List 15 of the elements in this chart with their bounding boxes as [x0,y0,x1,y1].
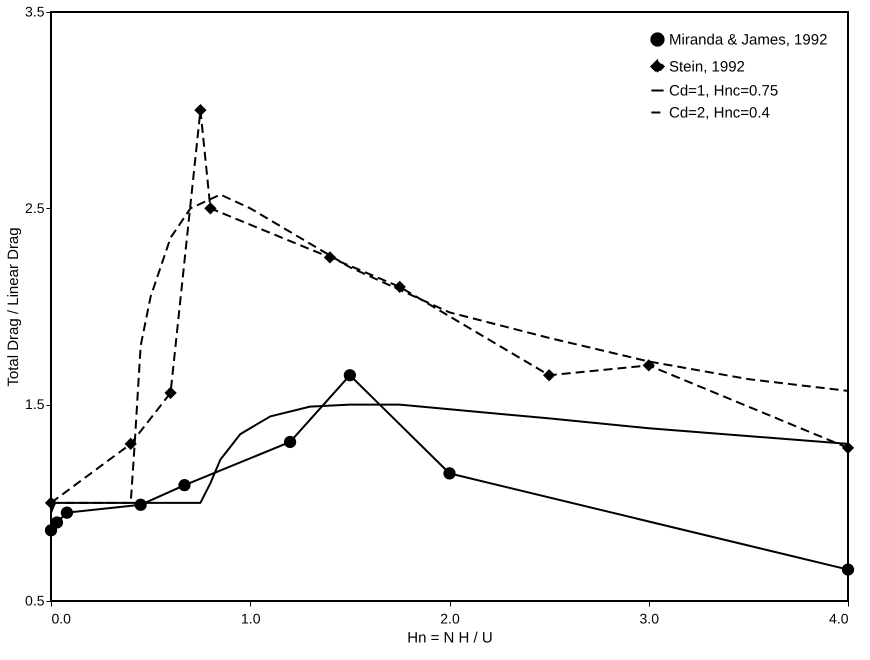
x-tick-label: 1.0 [241,610,261,626]
legend-label: Miranda & James, 1992 [669,32,828,48]
y-tick-label: 2.5 [25,200,45,216]
y-tick-label: 0.5 [25,592,45,608]
legend-label: Cd=2, Hnc=0.4 [669,104,770,122]
y-tick-label: 3.5 [25,4,45,20]
x-tick-label: 2.0 [440,610,460,626]
legend-label: Stein, 1992 [669,58,745,76]
legend-label: Cd=1, Hnc=0.75 [669,82,778,100]
y-tick-label: 1.5 [25,396,45,412]
x-axis-title: Hn = N H / U [407,630,493,646]
x-tick-label: 3.0 [640,610,660,626]
x-tick-label: 4.0 [829,610,849,626]
y-axis-title: Total Drag / Linear Drag [5,227,22,387]
x-tick-label: 0.0 [52,610,72,626]
